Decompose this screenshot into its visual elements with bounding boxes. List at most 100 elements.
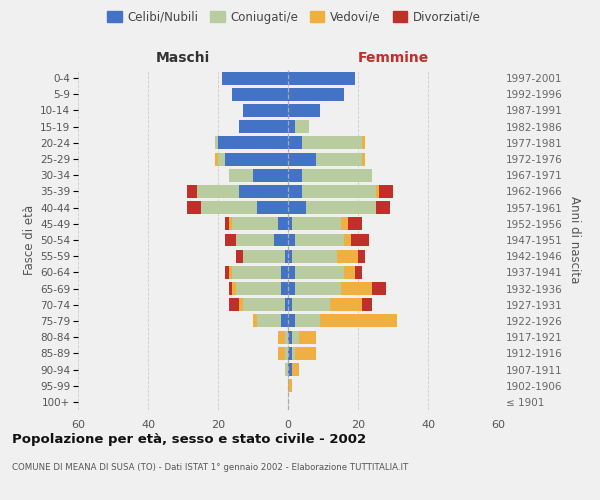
Bar (288, 120, 295, 133)
Bar (225, 266, 288, 279)
Bar (288, 169, 372, 181)
Bar (288, 363, 292, 376)
Bar (239, 185, 288, 198)
Bar (215, 136, 288, 149)
Bar (288, 298, 361, 311)
Bar (232, 282, 288, 295)
Bar (288, 363, 299, 376)
Bar (253, 314, 288, 328)
Bar (288, 250, 292, 262)
Bar (229, 169, 288, 181)
Bar (288, 136, 365, 149)
Bar (288, 201, 389, 214)
Bar (215, 152, 288, 166)
Bar (288, 152, 316, 166)
Bar (288, 250, 358, 262)
Bar (253, 314, 288, 328)
Bar (288, 201, 376, 214)
Bar (239, 120, 288, 133)
Bar (288, 104, 320, 117)
Bar (232, 88, 288, 101)
Bar (235, 234, 288, 246)
Bar (218, 152, 288, 166)
Bar (197, 185, 288, 198)
Bar (288, 88, 344, 101)
Bar (288, 234, 295, 246)
Bar (288, 330, 299, 344)
Bar (288, 250, 337, 262)
Bar (288, 152, 365, 166)
Bar (281, 266, 288, 279)
Bar (288, 347, 316, 360)
Bar (288, 250, 365, 262)
Bar (288, 88, 344, 101)
Bar (288, 136, 361, 149)
Bar (235, 234, 288, 246)
Bar (288, 330, 316, 344)
Bar (288, 88, 344, 101)
Bar (288, 266, 295, 279)
Bar (277, 347, 288, 360)
Bar (288, 347, 295, 360)
Bar (242, 104, 288, 117)
Bar (200, 201, 288, 214)
Bar (215, 136, 288, 149)
Bar (288, 218, 361, 230)
Text: Popolazione per età, sesso e stato civile - 2002: Popolazione per età, sesso e stato civil… (12, 432, 366, 446)
Bar (229, 169, 288, 181)
Bar (229, 169, 288, 181)
Bar (232, 88, 288, 101)
Bar (277, 330, 288, 344)
Bar (288, 234, 368, 246)
Bar (288, 330, 316, 344)
Bar (288, 120, 309, 133)
Bar (288, 136, 302, 149)
Bar (257, 201, 288, 214)
Bar (288, 169, 302, 181)
Bar (288, 234, 351, 246)
Bar (288, 298, 292, 311)
Bar (288, 185, 302, 198)
Bar (288, 266, 355, 279)
Bar (221, 72, 288, 85)
Bar (242, 104, 288, 117)
Bar (288, 201, 305, 214)
Bar (239, 120, 288, 133)
Bar (288, 314, 397, 328)
Bar (281, 314, 288, 328)
Bar (288, 152, 365, 166)
Bar (288, 347, 292, 360)
Bar (284, 363, 288, 376)
Bar (288, 218, 292, 230)
Bar (288, 282, 372, 295)
Bar (221, 72, 288, 85)
Bar (242, 250, 288, 262)
Text: Femmine: Femmine (358, 51, 428, 65)
Bar (274, 234, 288, 246)
Bar (242, 298, 288, 311)
Bar (284, 347, 288, 360)
Bar (242, 104, 288, 117)
Bar (288, 72, 355, 85)
Bar (288, 104, 320, 117)
Bar (239, 120, 288, 133)
Bar (288, 88, 344, 101)
Bar (215, 136, 288, 149)
Bar (284, 363, 288, 376)
Bar (232, 218, 288, 230)
Bar (288, 218, 341, 230)
Bar (288, 120, 309, 133)
Bar (277, 347, 288, 360)
Bar (288, 72, 355, 85)
Bar (288, 169, 372, 181)
Bar (253, 169, 288, 181)
Bar (288, 314, 295, 328)
Bar (242, 250, 288, 262)
Y-axis label: Fasce di età: Fasce di età (23, 205, 36, 275)
Bar (288, 314, 397, 328)
Bar (235, 250, 288, 262)
Bar (215, 152, 288, 166)
Bar (277, 330, 288, 344)
Bar (229, 218, 288, 230)
Bar (232, 88, 288, 101)
